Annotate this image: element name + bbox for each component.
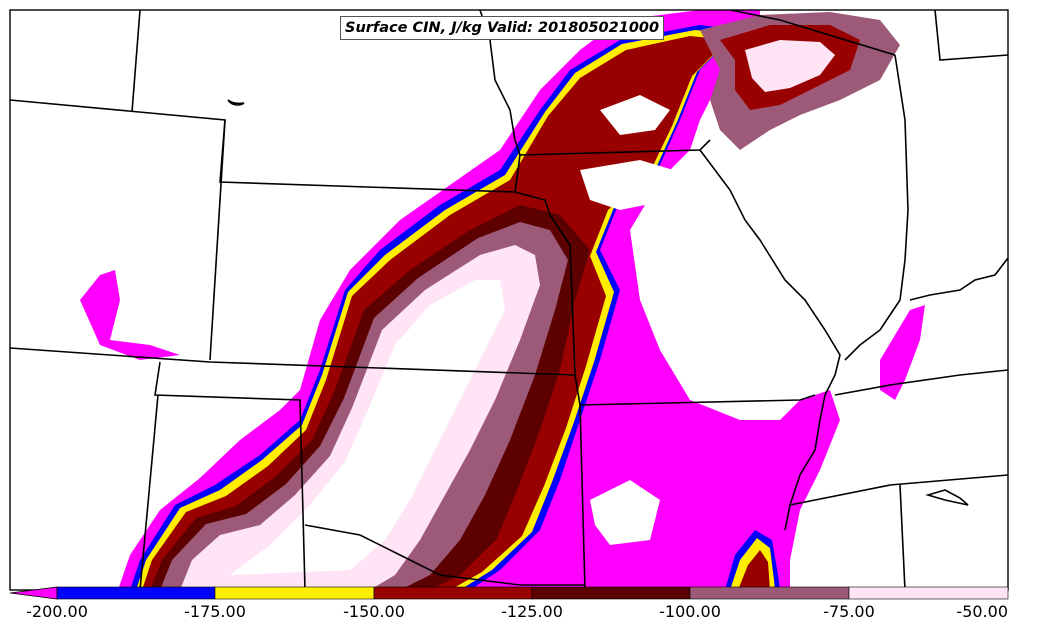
colorbar-bin [56,586,216,600]
cin-field [80,10,925,590]
cin-region-magenta-east [880,305,925,400]
colorbar-tick-label: -100.00 [659,602,721,621]
cin-region-magenta-west [80,270,180,360]
colorbar-bin [848,586,1009,600]
colorbar-bin [689,586,850,600]
colorbar-tick-label: -150.00 [343,602,405,621]
map-title: Surface CIN, J/kg Valid: 201805021000 [340,16,665,40]
colorbar-bin [373,586,533,600]
colorbar-tick-label: -125.00 [501,602,563,621]
state-boundaries [10,10,1008,590]
colorbar-tick-label: -200.00 [26,602,88,621]
colorbar-tick-label: -75.00 [823,602,875,621]
colorbar-tick-label: -175.00 [184,602,246,621]
colorbar-bin [214,586,375,600]
colorbar-tick-label: -50.00 [956,602,1008,621]
colorbar-bin [531,586,691,600]
colorbar [9,586,1009,600]
